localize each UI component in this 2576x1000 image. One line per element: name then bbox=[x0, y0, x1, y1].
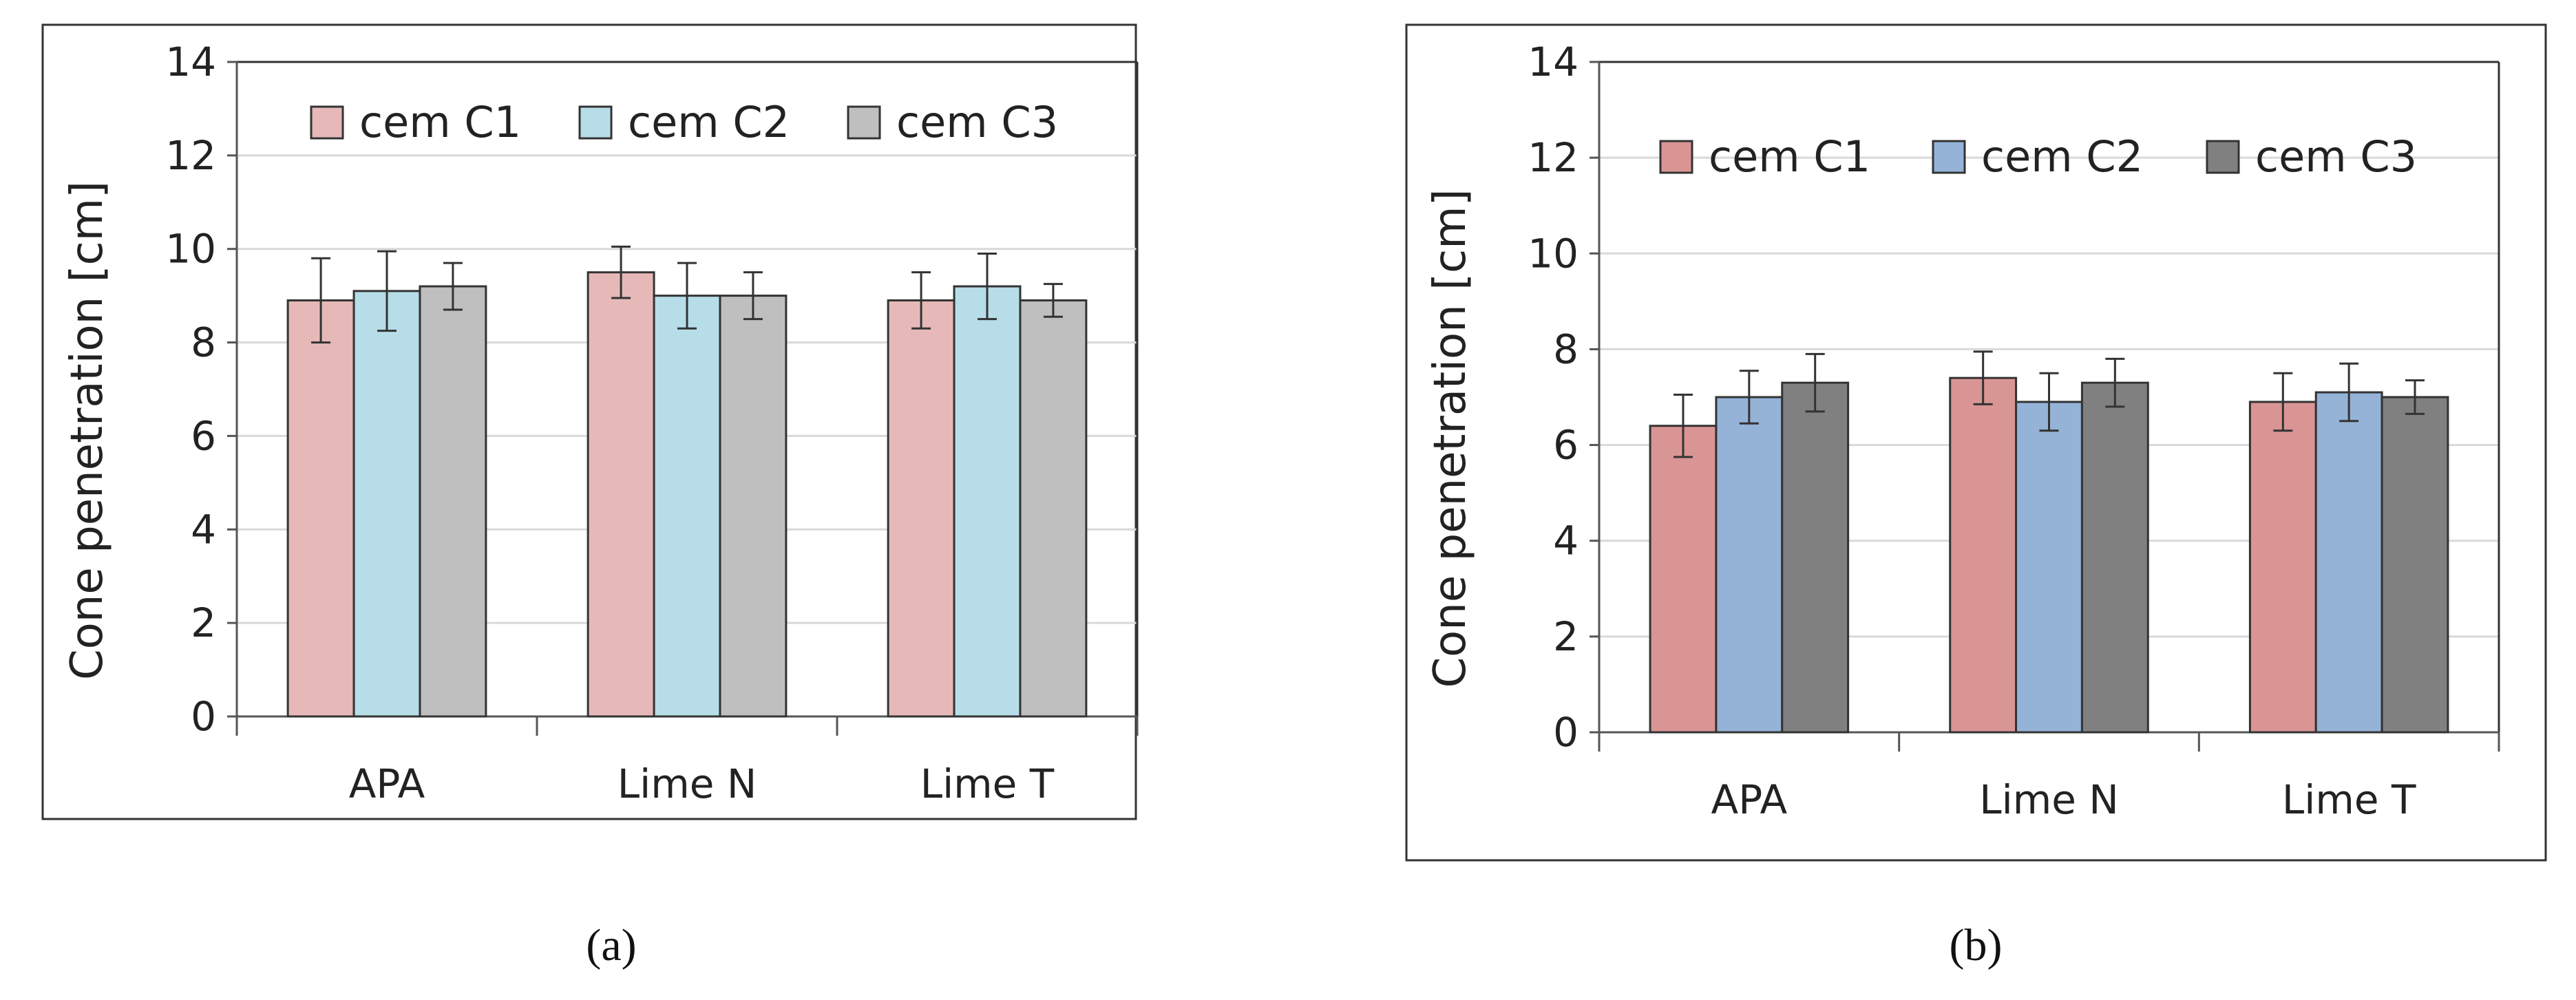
y-tick-label: 12 bbox=[1528, 134, 1579, 181]
y-tick-label: 0 bbox=[191, 693, 216, 740]
chart-frame bbox=[1405, 23, 2547, 862]
bar-cem-c1-apa bbox=[1649, 425, 1718, 734]
y-tick-label: 4 bbox=[191, 506, 216, 553]
legend-swatch-cem-c1 bbox=[1659, 140, 1693, 174]
y-tick-label: 8 bbox=[1553, 326, 1579, 372]
bar-cem-c1-lime-n bbox=[587, 271, 655, 718]
chart-a: 0 2 4 6 8 10 12 14 Cone penetration [cm] APA Lime … bbox=[41, 23, 1139, 970]
legend-label-cem-c1: cem C1 bbox=[359, 97, 521, 147]
bar-cem-c3-lime-n bbox=[2080, 381, 2149, 734]
y-tick-label: 14 bbox=[1528, 39, 1579, 85]
bar-cem-c3-lime-t bbox=[2380, 396, 2449, 734]
legend-label-cem-c3: cem C3 bbox=[2255, 131, 2417, 182]
bar-cem-c3-apa bbox=[1781, 381, 1850, 734]
x-tick-label-lime-t: Lime T bbox=[920, 760, 1055, 807]
bar-cem-c3-apa bbox=[419, 285, 487, 718]
legend-label-cem-c3: cem C3 bbox=[896, 97, 1058, 147]
bar-cem-c1-lime-t bbox=[2248, 401, 2317, 734]
y-tick-label: 12 bbox=[165, 132, 216, 179]
y-tick-label: 2 bbox=[191, 599, 216, 646]
chart-b: 0 2 4 6 8 10 12 14 Cone penetration [cm] APA Lime … bbox=[1405, 23, 2547, 970]
bar-cem-c1-lime-t bbox=[887, 299, 956, 718]
y-tick-label: 10 bbox=[1528, 230, 1579, 277]
y-tick-label: 6 bbox=[1553, 422, 1579, 469]
y-axis-label: Cone penetration [cm] bbox=[62, 181, 113, 680]
bar-cem-c2-lime-t bbox=[953, 285, 1022, 718]
y-tick-label: 8 bbox=[191, 319, 216, 366]
bar-cem-c2-apa bbox=[1715, 396, 1784, 734]
y-axis-label: Cone penetration [cm] bbox=[1425, 189, 1476, 688]
bar-cem-c2-apa bbox=[352, 290, 421, 718]
legend-swatch-cem-c2 bbox=[1932, 140, 1966, 174]
x-tick-label-lime-n: Lime N bbox=[617, 760, 757, 807]
y-tick-label: 14 bbox=[165, 39, 216, 85]
bar-cem-c2-lime-t bbox=[2314, 391, 2383, 734]
bar-cem-c2-lime-n bbox=[2015, 401, 2083, 734]
x-tick-label-lime-t: Lime T bbox=[2282, 776, 2416, 823]
bar-cem-c2-lime-n bbox=[653, 295, 721, 718]
legend-label-cem-c2: cem C2 bbox=[628, 97, 790, 147]
chart-caption: (a) bbox=[586, 920, 636, 970]
legend-swatch-cem-c3 bbox=[847, 105, 881, 140]
y-tick-label: 4 bbox=[1553, 518, 1579, 564]
y-tick-label: 2 bbox=[1553, 613, 1579, 660]
y-tick-label: 6 bbox=[191, 412, 216, 459]
x-tick-label-apa: APA bbox=[349, 760, 425, 807]
bar-cem-c3-lime-t bbox=[1019, 299, 1088, 718]
legend-swatch-cem-c3 bbox=[2206, 140, 2240, 174]
bar-cem-c1-lime-n bbox=[1949, 376, 2018, 734]
legend-swatch-cem-c1 bbox=[310, 105, 344, 140]
x-tick-label-lime-n: Lime N bbox=[1979, 776, 2118, 823]
legend-swatch-cem-c2 bbox=[578, 105, 613, 140]
legend-label-cem-c1: cem C1 bbox=[1709, 131, 1870, 182]
y-tick-label: 0 bbox=[1553, 709, 1579, 756]
y-tick-label: 10 bbox=[165, 226, 216, 273]
x-tick-label-apa: APA bbox=[1711, 776, 1788, 823]
bar-cem-c3-lime-n bbox=[719, 295, 788, 718]
chart-caption: (b) bbox=[1950, 920, 2003, 970]
chart-frame bbox=[41, 23, 1137, 820]
legend-label-cem-c2: cem C2 bbox=[1981, 131, 2143, 182]
bar-cem-c1-apa bbox=[286, 299, 355, 718]
